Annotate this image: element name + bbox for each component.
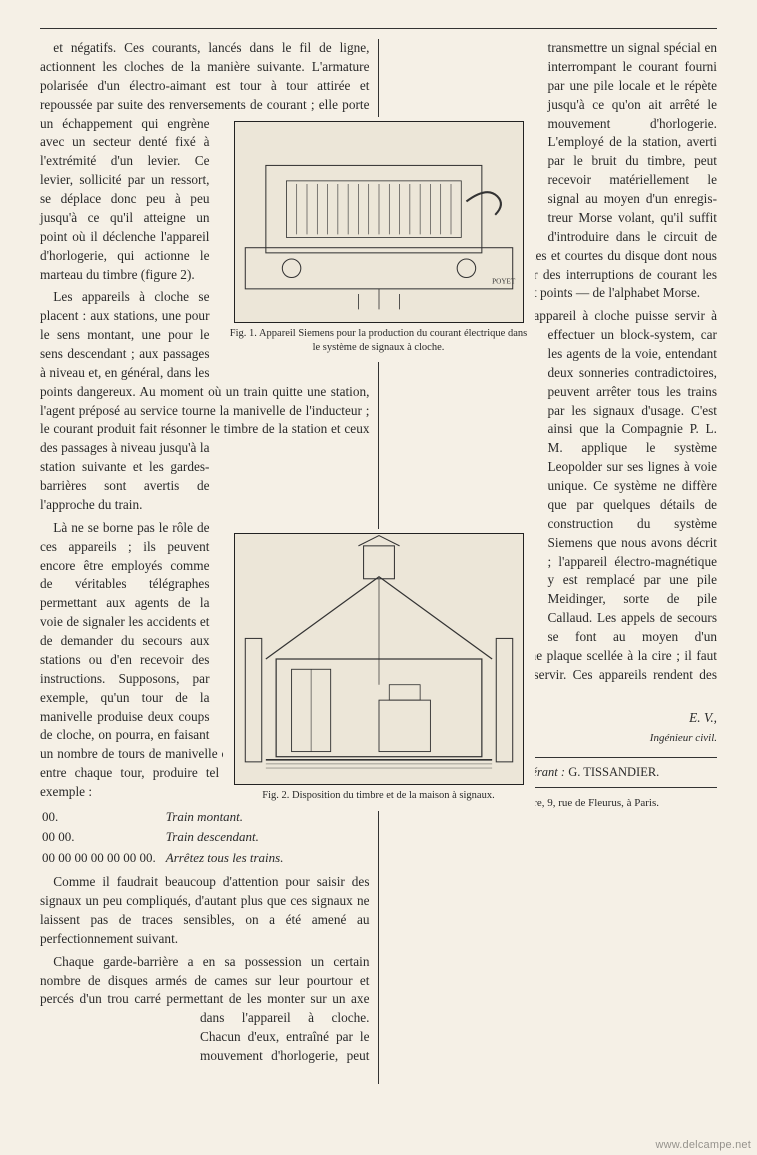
signal-code: 00 00. xyxy=(42,828,164,846)
top-rule xyxy=(40,28,717,29)
figure-1-caption: Fig. 1. Appareil Siemens pour la product… xyxy=(229,327,529,354)
signal-meaning: Train descendant. xyxy=(166,828,292,846)
signal-code-table: 00. Train montant. 00 00. Train descenda… xyxy=(40,806,293,869)
signal-row: 00. Train montant. xyxy=(42,808,291,826)
figure-1-engraving: POYET xyxy=(234,121,524,323)
para-1b: engrène avec un secteur denté fixé à l'e… xyxy=(40,116,210,282)
signal-house-svg xyxy=(235,534,523,784)
watermark: www.delcampe.net xyxy=(655,1139,751,1151)
page: POYET Fig. 1. Appareil Siemens pour la p… xyxy=(0,0,757,1155)
gerant-name: G. TISSANDIER. xyxy=(568,765,659,779)
signal-code: 00. xyxy=(42,808,164,826)
signal-meaning: Arrêtez tous les trains. xyxy=(166,849,292,867)
signal-code: 00 00 00 00 00 00 00. xyxy=(42,849,164,867)
figure-2-caption: Fig. 2. Disposition du timbre et de la m… xyxy=(229,789,529,803)
signal-row: 00 00 00 00 00 00 00. Arrêtez tous les t… xyxy=(42,849,291,867)
signal-row: 00 00. Train descendant. xyxy=(42,828,291,846)
para-4: Comme il faudrait beaucoup d'attention p… xyxy=(40,873,370,949)
engraver-signature: POYET xyxy=(492,278,516,286)
figure-2: Fig. 2. Disposition du timbre et de la m… xyxy=(223,529,535,811)
author-initials: E. V., xyxy=(689,710,717,725)
siemens-apparatus-svg: POYET xyxy=(235,122,523,322)
content-area: POYET Fig. 1. Appareil Siemens pour la p… xyxy=(40,39,717,1084)
author-title: Ingénieur civil. xyxy=(650,732,717,744)
figure-2-engraving xyxy=(234,533,524,785)
figure-1: POYET Fig. 1. Appareil Siemens pour la p… xyxy=(223,117,535,362)
signal-meaning: Train montant. xyxy=(166,808,292,826)
para-2b: station suivante et les gardes-barrières… xyxy=(40,459,210,512)
